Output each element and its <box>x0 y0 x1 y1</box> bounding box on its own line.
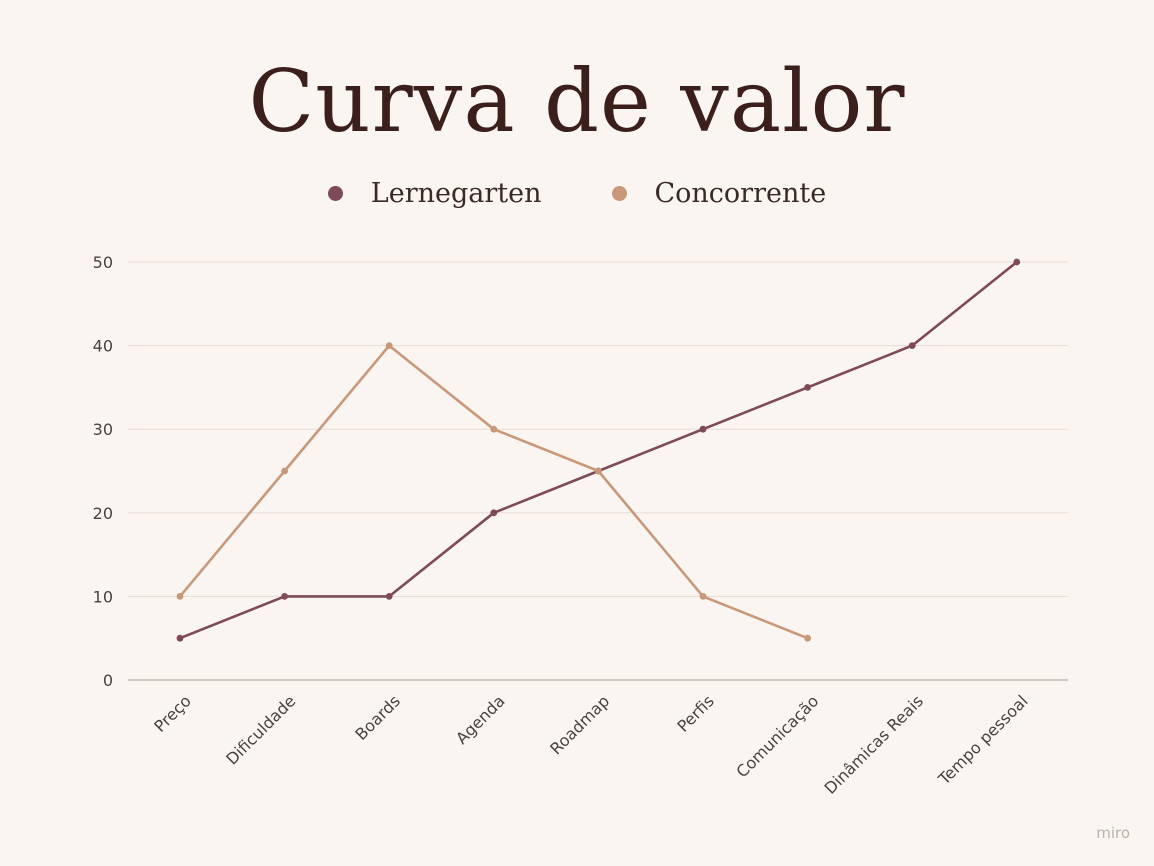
data-point-concorrente <box>281 467 288 475</box>
y-tick-label: 40 <box>93 337 113 356</box>
x-tick-label: Dinâmicas Reais <box>821 691 927 797</box>
data-point-lernegarten <box>176 634 184 642</box>
data-point-concorrente <box>490 425 498 433</box>
legend-label-lernegarten: Lernegarten <box>370 178 542 209</box>
legend-item-concorrente: Concorrente <box>611 178 827 209</box>
x-tick-label: Dificuldade <box>222 691 299 768</box>
data-point-concorrente <box>385 342 393 349</box>
legend-label-concorrente: Concorrente <box>654 178 827 209</box>
y-tick-label: 0 <box>103 671 113 690</box>
series-line-concorrente <box>179 344 809 640</box>
x-tick-label: Tempo pessoal <box>934 691 1032 789</box>
data-point-concorrente <box>595 467 602 475</box>
y-tick-label: 50 <box>93 253 113 272</box>
legend: Lernegarten Concorrente <box>0 178 1154 209</box>
data-point-lernegarten <box>908 342 916 349</box>
legend-marker-lernegarten <box>327 186 343 201</box>
data-point-lernegarten <box>281 593 288 600</box>
x-tick-label: Agenda <box>452 691 509 748</box>
y-tick-label: 30 <box>93 420 113 439</box>
data-point-lernegarten <box>804 384 811 391</box>
y-tick-label: 20 <box>93 504 113 523</box>
data-point-lernegarten <box>385 593 393 600</box>
x-tick-label: Roadmap <box>546 691 613 758</box>
data-point-concorrente <box>699 593 707 600</box>
x-tick-label: Comunicação <box>732 691 822 781</box>
data-point-lernegarten <box>699 425 707 433</box>
data-point-lernegarten <box>1013 258 1021 266</box>
x-tick-label: Perfis <box>673 691 717 735</box>
series-line-lernegarten <box>179 260 1018 640</box>
data-point-concorrente <box>176 593 184 600</box>
chart-title: Curva de valor <box>248 52 906 152</box>
legend-item-lernegarten: Lernegarten <box>327 178 542 209</box>
y-tick-label: 10 <box>93 587 113 606</box>
x-tick-label: Boards <box>351 691 404 744</box>
miro-watermark: miro <box>1096 824 1130 842</box>
data-point-concorrente <box>804 634 811 642</box>
data-point-lernegarten <box>490 509 498 517</box>
x-tick-label: Preço <box>150 691 195 736</box>
legend-marker-concorrente <box>611 186 627 201</box>
